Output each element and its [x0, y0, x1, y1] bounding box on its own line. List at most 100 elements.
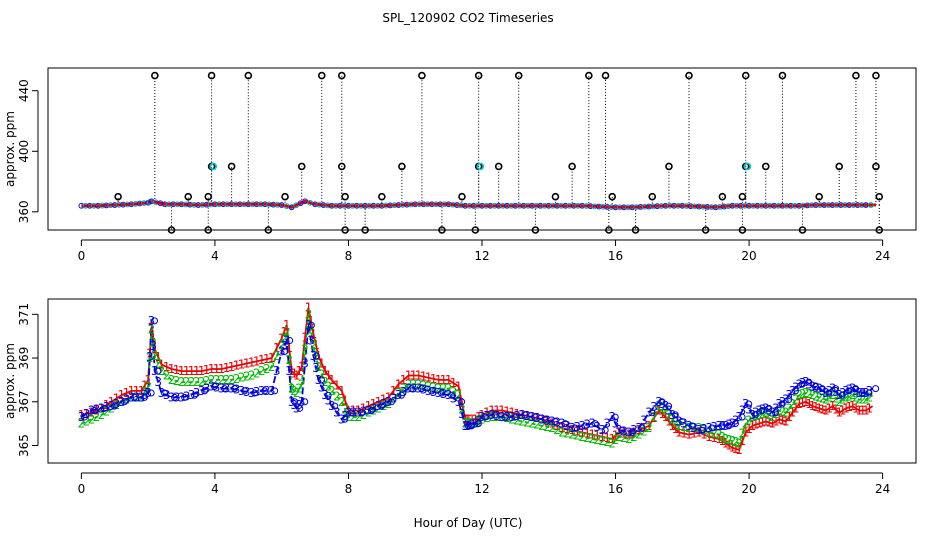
- outlier-point: [718, 192, 727, 201]
- baseline-point: [116, 201, 122, 208]
- series-2-point: 2: [680, 420, 688, 434]
- series-3-point: 3: [463, 419, 471, 433]
- series-3-circle: [286, 337, 294, 345]
- series-3-circle: [571, 424, 579, 432]
- series-3-circle: [448, 391, 456, 399]
- series-1-point: 1: [598, 430, 606, 444]
- series-3-point: 3: [533, 411, 541, 425]
- series-1-point: 1: [762, 414, 770, 428]
- series-1-point: 1: [458, 396, 466, 410]
- series-2-point: 2: [825, 390, 833, 404]
- series-2-point: 2: [370, 404, 378, 418]
- baseline-point: [750, 202, 757, 209]
- series-1-point: 1: [789, 406, 797, 420]
- series-2-point: 2: [315, 360, 323, 374]
- series-2-point: 2: [573, 429, 581, 443]
- series-2-point: 2: [98, 408, 106, 422]
- series-3-circle: [474, 420, 482, 428]
- baseline-point: [654, 203, 661, 210]
- series-3-point: 3: [360, 405, 368, 419]
- baseline-point: [445, 201, 452, 208]
- series-3-circle: [791, 387, 799, 395]
- baseline-point: [337, 202, 344, 209]
- series-3-circle: [511, 413, 519, 421]
- bottom-x-tick-label: 4: [211, 482, 219, 496]
- baseline-point: [646, 203, 652, 210]
- series-1-point: 1: [425, 371, 433, 385]
- bottom-x-tick-label: 16: [608, 482, 623, 496]
- baseline-point: [545, 202, 552, 209]
- series-2-point: 2: [223, 373, 231, 387]
- series-1-point: 1: [865, 401, 873, 415]
- top-panel: approx. ppm 0 4 8 12 16 20 24 360 400 440: [3, 67, 917, 263]
- baseline-point: [387, 202, 394, 209]
- baseline-point: [762, 202, 769, 209]
- baseline-point: [232, 201, 239, 208]
- baseline-point: [207, 201, 214, 208]
- series-3-point: 3: [420, 383, 428, 397]
- baseline-point: [829, 202, 836, 208]
- baseline-point: [262, 201, 268, 208]
- series-1-point: 1: [288, 364, 296, 378]
- series-3-circle: [161, 389, 169, 397]
- series-2-point: 2: [318, 367, 326, 381]
- series-1-point: 1: [385, 390, 393, 404]
- series-1-point: 1: [405, 369, 413, 383]
- series-3-circle: [581, 422, 589, 430]
- series-3-point: 3: [183, 389, 191, 403]
- series-1-point: 1: [782, 414, 790, 428]
- baseline-point: [366, 202, 373, 209]
- series-1-point: 1: [829, 399, 837, 413]
- baseline-point: [758, 202, 765, 209]
- series-2-point: 2: [533, 418, 541, 432]
- series-3-circle: [347, 409, 355, 417]
- series-2-point: 2: [273, 349, 281, 363]
- baseline-point: [120, 201, 127, 208]
- series-1-point: 1: [513, 407, 521, 421]
- series-3-circle: [718, 422, 726, 430]
- series-1-point: 1: [745, 422, 753, 436]
- series-1-point: 1: [78, 408, 86, 422]
- baseline-point: [487, 202, 494, 209]
- series-2-point: 2: [148, 323, 156, 337]
- series-2-point: 2: [710, 426, 718, 440]
- series-1-point: 1: [88, 406, 96, 420]
- series-1-point: 1: [280, 325, 288, 339]
- series-2-point: 2: [583, 431, 591, 445]
- outlier-point: [531, 226, 540, 234]
- series-2-point: 2: [203, 374, 211, 388]
- baseline-point: [433, 201, 439, 208]
- baseline-point: [370, 202, 377, 209]
- series-1-point: 1: [508, 406, 516, 420]
- series-1-point: 1: [705, 430, 713, 444]
- series-3-point: 3: [765, 404, 773, 418]
- series-3-circle: [367, 407, 375, 415]
- baseline-point: [787, 202, 794, 209]
- series-2-point: 2: [630, 430, 638, 444]
- outlier-point: [852, 71, 860, 80]
- baseline-point: [512, 202, 519, 209]
- baseline-point: [525, 202, 531, 209]
- series-2-point: 2: [650, 410, 658, 424]
- baseline-point: [182, 201, 189, 208]
- series-3-point: 3: [450, 391, 458, 405]
- series-2-point: 2: [415, 377, 423, 391]
- series-3-circle: [296, 404, 304, 412]
- outlier-point: [264, 226, 273, 234]
- series-3-point: 3: [620, 424, 628, 438]
- series-2-point: 2: [749, 410, 757, 424]
- series-2-point: 2: [558, 425, 566, 439]
- series-2-point: 2: [258, 364, 266, 378]
- series-1-point: 1: [739, 434, 747, 448]
- series-3-circle: [80, 413, 88, 421]
- top-y-axis: 360 400 440: [17, 79, 39, 223]
- series-1-point: 1: [795, 397, 803, 411]
- baseline-point: [429, 201, 435, 208]
- series-1-point: 1: [630, 425, 638, 439]
- series-2-point: 2: [822, 393, 830, 407]
- series-3-point: 3: [103, 400, 111, 414]
- series-1-point: 1: [285, 341, 293, 355]
- series-3-point: 3: [553, 416, 561, 430]
- outlier-point: [685, 71, 693, 80]
- bottom-series: 1111111111111111111111111111111111111111…: [78, 301, 880, 457]
